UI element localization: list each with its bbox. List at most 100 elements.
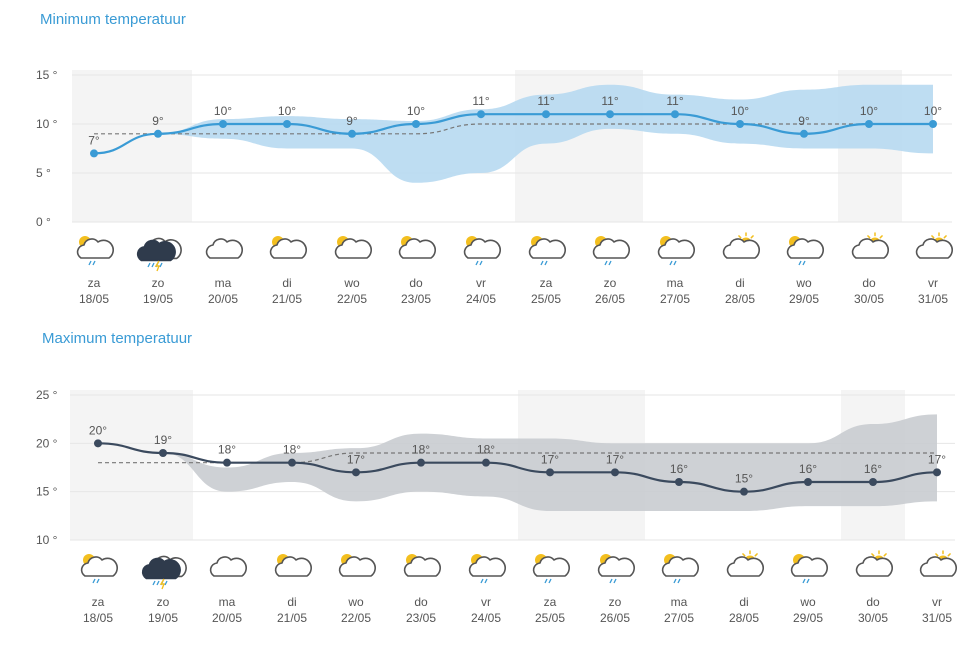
data-label: 17°: [541, 452, 559, 466]
data-label: 17°: [928, 452, 946, 466]
data-point: [352, 468, 360, 477]
date-label: 28/05: [729, 611, 759, 625]
data-point: [675, 478, 683, 486]
date-label: 29/05: [793, 611, 823, 625]
weekend-shade: [72, 70, 192, 222]
data-label: 17°: [347, 452, 365, 466]
data-point: [542, 110, 550, 119]
sun-cloud-rain-icon: [532, 554, 570, 584]
data-label: 11°: [601, 94, 618, 108]
data-label: 11°: [666, 94, 683, 108]
sun-cloud-rain-icon: [661, 554, 699, 584]
data-label: 16°: [670, 462, 688, 476]
sun-cloud-icon: [274, 554, 312, 577]
day-label: vr: [932, 595, 942, 609]
data-label: 15°: [735, 472, 753, 486]
sun-cloud-icon: [722, 232, 760, 259]
date-label: 27/05: [660, 292, 690, 306]
sun-cloud-icon: [403, 554, 441, 577]
day-label: do: [866, 595, 880, 609]
sun-cloud-icon: [855, 550, 893, 577]
sun-cloud-rain-icon: [468, 554, 506, 584]
data-label: 9°: [152, 114, 164, 128]
data-label: 7°: [88, 133, 100, 147]
date-label: 24/05: [466, 292, 496, 306]
date-label: 20/05: [208, 292, 238, 306]
day-label: wo: [795, 276, 812, 290]
data-point: [933, 468, 941, 477]
data-label: 10°: [731, 104, 749, 118]
date-label: 30/05: [858, 611, 888, 625]
data-point: [412, 120, 420, 128]
y-tick-label: 10 °: [36, 533, 58, 547]
data-point: [348, 129, 356, 138]
data-label: 9°: [798, 114, 810, 128]
storm-cloud-icon: [136, 237, 182, 272]
date-label: 25/05: [531, 292, 561, 306]
sun-cloud-icon: [915, 232, 953, 259]
day-label: za: [92, 595, 105, 609]
data-point: [736, 120, 744, 128]
day-label: ma: [667, 276, 684, 290]
date-label: 31/05: [918, 292, 948, 306]
data-point: [283, 120, 291, 128]
data-label: 10°: [924, 104, 942, 118]
day-label: di: [735, 276, 744, 290]
day-label: do: [862, 276, 876, 290]
sun-cloud-rain-icon: [790, 554, 828, 584]
data-point: [159, 449, 167, 457]
y-tick-label: 15 °: [36, 485, 58, 499]
sun-cloud-icon: [338, 554, 376, 577]
day-label: ma: [671, 595, 688, 609]
date-label: 27/05: [664, 611, 694, 625]
date-label: 23/05: [406, 611, 436, 625]
day-label: vr: [928, 276, 938, 290]
y-tick-label: 20 °: [36, 436, 58, 450]
data-point: [288, 458, 296, 467]
data-label: 18°: [477, 443, 495, 457]
sun-cloud-rain-icon: [592, 236, 630, 266]
data-point: [865, 120, 873, 128]
data-point: [929, 120, 937, 128]
date-label: 21/05: [277, 611, 307, 625]
data-point: [417, 458, 425, 467]
spread-band: [158, 84, 933, 183]
data-point: [477, 110, 485, 119]
sun-cloud-icon: [269, 236, 307, 259]
date-label: 31/05: [922, 611, 952, 625]
sun-cloud-rain-icon: [463, 236, 501, 266]
chart-title-min: Minimum temperatuur: [40, 11, 186, 28]
data-label: 9°: [346, 114, 358, 128]
sun-cloud-rain-icon: [597, 554, 635, 584]
day-label: wo: [347, 595, 364, 609]
data-label: 10°: [407, 104, 425, 118]
sun-cloud-rain-icon: [786, 236, 824, 266]
date-label: 18/05: [79, 292, 109, 306]
sun-cloud-icon: [851, 232, 889, 259]
data-point: [800, 129, 808, 138]
sun-cloud-rain-icon: [528, 236, 566, 266]
day-label: vr: [481, 595, 491, 609]
data-point: [606, 110, 614, 119]
day-label: wo: [799, 595, 816, 609]
date-label: 19/05: [148, 611, 178, 625]
data-point: [154, 129, 162, 138]
data-label: 20°: [89, 423, 107, 437]
date-label: 18/05: [83, 611, 113, 625]
data-label: 10°: [214, 104, 232, 118]
date-label: 26/05: [600, 611, 630, 625]
date-label: 21/05: [272, 292, 302, 306]
sun-cloud-rain-icon: [76, 236, 114, 266]
data-label: 18°: [412, 443, 430, 457]
day-label: zo: [157, 595, 170, 609]
chart-title-max: Maximum temperatuur: [42, 330, 193, 347]
data-point: [611, 468, 619, 477]
date-label: 22/05: [341, 611, 371, 625]
day-label: do: [409, 276, 423, 290]
day-label: di: [287, 595, 296, 609]
normal-line: [98, 452, 937, 464]
date-label: 29/05: [789, 292, 819, 306]
sun-cloud-rain-icon: [80, 554, 118, 584]
sun-cloud-icon: [398, 236, 436, 259]
